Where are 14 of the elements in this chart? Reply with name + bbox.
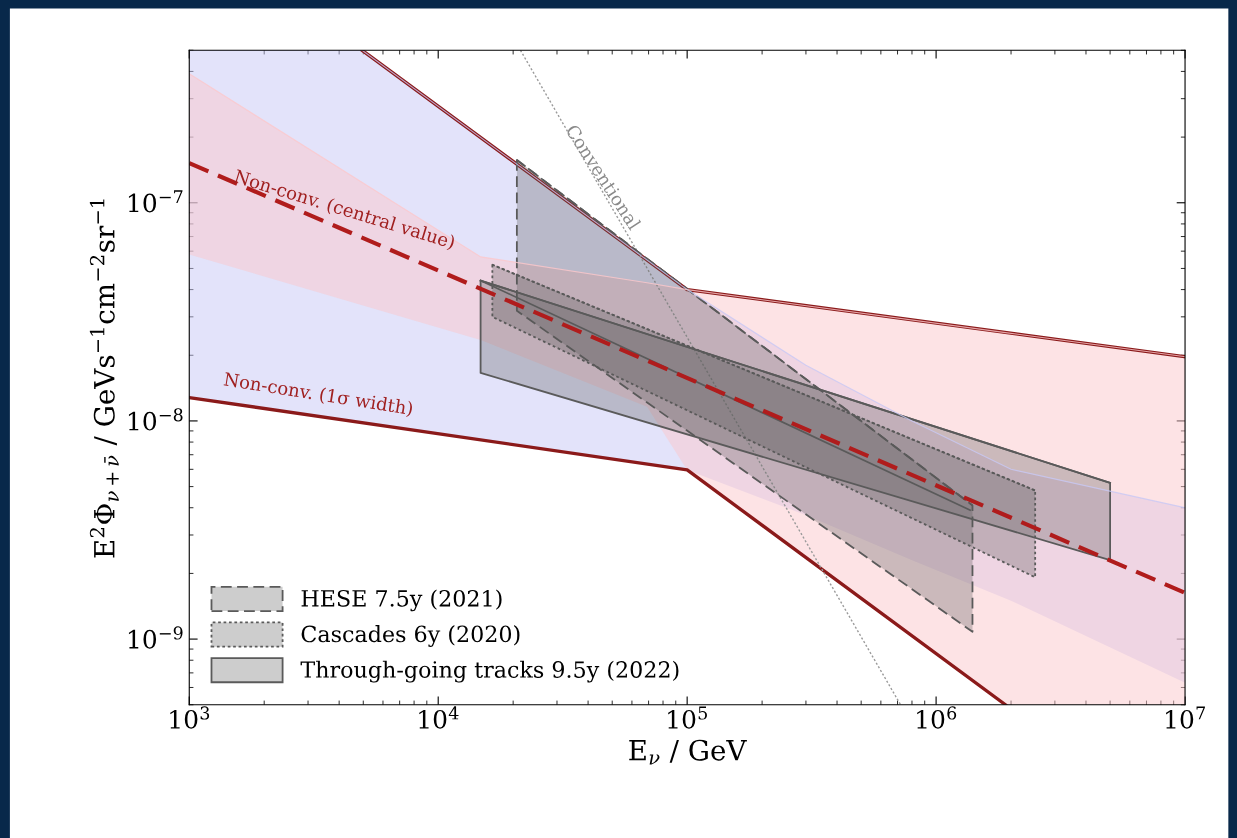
y-tick-label: 10$^{−8}$ xyxy=(128,408,183,431)
text: E$^{2}$Φ$_{ν+ν̄}$ / GeVs$^{−1}$cm$^{−2}$sr$^{−1}$ xyxy=(89,199,119,558)
annotation: Non-conv. (1σ width) xyxy=(223,371,414,418)
y-tick-label: 10$^{−9}$ xyxy=(128,626,183,649)
x-axis-title: E$_{ν}$ / GeV xyxy=(629,739,747,765)
x-tick-label: 10$^{3}$ xyxy=(170,706,210,729)
x-tick-label: 10$^{4}$ xyxy=(419,706,459,729)
legend-label: HESE 7.5y (2021) xyxy=(301,589,502,612)
y-tick-label: 10$^{−7}$ xyxy=(128,190,183,213)
legend-label: Through-going tracks 9.5y (2022) xyxy=(300,660,679,683)
x-tick-label: 10$^{7}$ xyxy=(1166,706,1205,729)
x-tick-label: 10$^{5}$ xyxy=(668,706,707,729)
legend-label: Cascades 6y (2020) xyxy=(301,625,520,647)
x-tick-label: 10$^{6}$ xyxy=(917,706,957,729)
